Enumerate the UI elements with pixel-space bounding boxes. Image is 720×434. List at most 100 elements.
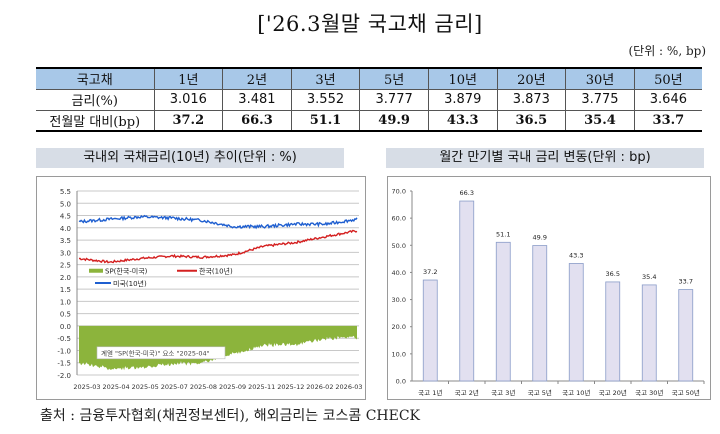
table-row: 전월말 대비(bp) 37.2 66.3 51.1 49.9 43.3 36.5… xyxy=(36,110,702,131)
x-tick-label: 2026-03 xyxy=(335,383,362,391)
bar-value-label: 33.7 xyxy=(679,278,693,286)
x-tick-label: 2025-08 xyxy=(190,383,217,391)
y-tick-label: 40.0 xyxy=(392,269,406,277)
y-tick-label: 0.0 xyxy=(60,323,71,331)
y-tick-label: 4.5 xyxy=(60,213,71,221)
column-header: 50년 xyxy=(633,68,702,90)
bar[interactable] xyxy=(459,200,475,382)
x-tick-label: 2025-07 xyxy=(161,383,188,391)
y-tick-label: 1.0 xyxy=(60,298,71,306)
x-tick-label: 국고 1년 xyxy=(418,388,442,397)
table-cell: 3.646 xyxy=(633,89,702,111)
x-tick-label: 국고 20년 xyxy=(599,388,627,397)
x-tick-label: 2025-03 xyxy=(73,383,100,391)
table-cell: 3.879 xyxy=(427,89,498,111)
bar[interactable] xyxy=(678,289,694,382)
column-header: 2년 xyxy=(222,68,292,90)
legend-swatch xyxy=(89,268,103,273)
y-tick-label: 50.0 xyxy=(392,242,406,250)
table-cell: 3.481 xyxy=(222,89,292,111)
table-cell: 66.3 xyxy=(222,110,292,131)
line-chart-title: 국내외 국채금리(10년) 추이(단위 : %) xyxy=(36,148,344,168)
y-tick-label: 10.0 xyxy=(392,350,406,358)
x-tick-label: 2025-09 xyxy=(219,383,246,391)
y-tick-label: 3.0 xyxy=(60,249,71,257)
column-header: 3년 xyxy=(290,68,360,90)
column-header: 20년 xyxy=(496,68,566,90)
column-header: 국고채 xyxy=(36,68,154,90)
table-cell: 35.4 xyxy=(565,110,635,131)
legend-label: 미국(10년) xyxy=(113,279,147,288)
table-cell: 49.9 xyxy=(359,110,429,131)
bar[interactable] xyxy=(568,263,584,382)
chart-tooltip: 계열 "SP(한국-미국)" 요소 "2025-04" xyxy=(96,346,226,360)
y-tick-label: 2.5 xyxy=(60,262,71,270)
row-label: 금리(%) xyxy=(36,89,154,111)
legend-label: 한국(10년) xyxy=(199,267,233,276)
line-chart[interactable]: 5.5 5.0 4.5 4.0 3.5 3.0 2.5 2.0 1.5 1.0 0.5 0.0 -0.5… xyxy=(36,176,366,400)
table-cell: 3.552 xyxy=(290,89,360,111)
table-cell: 3.777 xyxy=(359,89,429,111)
row-label: 전월말 대비(bp) xyxy=(49,114,141,130)
column-header: 5년 xyxy=(359,68,429,90)
korea-10y-line[interactable] xyxy=(79,229,358,264)
x-tick-label: 2025-05 xyxy=(132,383,159,391)
x-tick-label: 국고 10년 xyxy=(562,388,590,397)
bar[interactable] xyxy=(605,281,621,382)
y-tick-label: 20.0 xyxy=(392,323,406,331)
unit-label: (단위 : %, bp) xyxy=(628,44,706,58)
bar-value-label: 43.3 xyxy=(569,251,583,259)
x-tick-label: 국고 50년 xyxy=(672,388,700,397)
bar[interactable] xyxy=(641,284,657,382)
table-cell: 3.016 xyxy=(153,89,223,111)
y-tick-label: 5.5 xyxy=(60,188,71,196)
table-cell: 33.7 xyxy=(633,110,702,131)
rates-table: 국고채 1년 2년 3년 5년 10년 20년 30년 50년 금리(%) 3.… xyxy=(36,67,702,132)
x-tick-label: 2025-04 xyxy=(103,383,130,391)
y-tick-label: 70.0 xyxy=(392,188,406,196)
page-title: ['26.3월말 국고채 금리] xyxy=(257,12,483,36)
line-chart-canvas: 5.5 5.0 4.5 4.0 3.5 3.0 2.5 2.0 1.5 1.0 0.5 0.0 -0.5… xyxy=(57,188,362,391)
bar[interactable] xyxy=(532,245,548,382)
table-cell: 3.873 xyxy=(496,89,566,111)
y-tick-label: -1.5 xyxy=(57,360,71,368)
y-tick-label: -0.5 xyxy=(57,335,71,343)
y-tick-label: 1.5 xyxy=(60,286,71,294)
y-tick-label: 30.0 xyxy=(392,296,406,304)
y-tick-label: -2.0 xyxy=(57,372,71,380)
bar-value-label: 49.9 xyxy=(533,234,547,242)
table-cell: 36.5 xyxy=(496,110,566,131)
column-header: 30년 xyxy=(565,68,635,90)
bar-value-label: 66.3 xyxy=(460,189,474,197)
y-tick-label: 60.0 xyxy=(392,215,406,223)
bar[interactable] xyxy=(422,279,438,382)
y-tick-label: 4.0 xyxy=(60,225,71,233)
column-header: 10년 xyxy=(427,68,498,90)
bar-value-label: 35.4 xyxy=(642,273,656,281)
legend: SP(한국-미국) 한국(10년) 미국(10년) xyxy=(89,267,233,288)
column-header: 1년 xyxy=(153,68,223,90)
x-tick-label: 2026-02 xyxy=(306,383,333,391)
x-tick-label: 국고 3년 xyxy=(491,388,515,397)
x-tick-label: 국고 2년 xyxy=(455,388,479,397)
bar[interactable] xyxy=(495,241,511,382)
bar-value-label: 37.2 xyxy=(423,268,437,276)
table-row: 금리(%) 3.016 3.481 3.552 3.777 3.879 3.87… xyxy=(36,89,702,111)
table-header-row: 국고채 1년 2년 3년 5년 10년 20년 30년 50년 xyxy=(36,68,702,90)
table-cell: 43.3 xyxy=(427,110,498,131)
y-tick-label: 0.5 xyxy=(60,311,71,319)
us-10y-line[interactable] xyxy=(78,214,358,230)
bar-chart-title: 월간 만기별 국내 금리 변동(단위 : bp) xyxy=(386,148,704,168)
y-tick-label: 5.0 xyxy=(60,200,71,208)
y-tick-label: -1.0 xyxy=(57,347,71,355)
source-note: 출처 : 금융투자협회(채권정보센터), 해외금리는 코스콤 CHECK xyxy=(40,408,421,424)
y-tick-label: 3.5 xyxy=(60,237,71,245)
table-cell: 51.1 xyxy=(290,110,360,131)
x-tick-label: 2025-11 xyxy=(248,383,275,391)
bar-chart[interactable]: 70.0 60.0 50.0 40.0 30.0 20.0 10.0 0.0 37.2 국고 1년… xyxy=(387,176,711,400)
bar-value-label: 36.5 xyxy=(606,270,620,278)
x-tick-label: 국고 5년 xyxy=(528,388,552,397)
bar-value-label: 51.1 xyxy=(496,230,510,238)
bar-chart-canvas: 70.0 60.0 50.0 40.0 30.0 20.0 10.0 0.0 37.2 국고 1년… xyxy=(392,188,705,397)
x-tick-label: 국고 30년 xyxy=(635,388,663,397)
